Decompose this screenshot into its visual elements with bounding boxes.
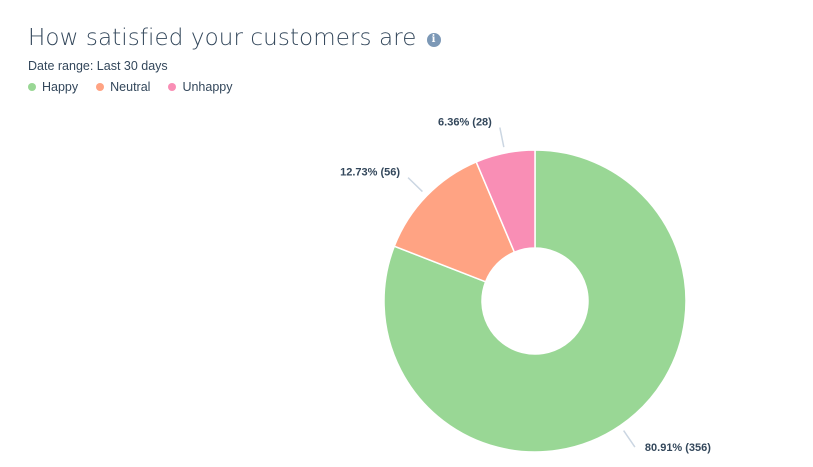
slice-happy[interactable]: [383, 149, 687, 453]
date-range-label: Date range: Last 30 days: [28, 59, 168, 73]
title-row: How satisfied your customers are i: [28, 22, 793, 54]
leader-line-unhappy: [499, 127, 505, 148]
slice-unhappy[interactable]: [475, 149, 536, 254]
legend-item-happy[interactable]: Happy: [28, 79, 78, 95]
data-label-unhappy: 6.36% (28): [438, 117, 492, 129]
legend-label-happy: Happy: [42, 80, 79, 94]
chart-header: How satisfied your customers are i Date …: [28, 22, 793, 95]
data-label-happy: 80.91% (356): [645, 442, 711, 454]
legend-item-neutral[interactable]: Neutral: [96, 79, 150, 95]
data-label-neutral: 12.73% (56): [340, 167, 400, 179]
legend-item-unhappy[interactable]: Unhappy: [168, 79, 232, 95]
info-icon[interactable]: i: [426, 33, 441, 47]
legend-dot-neutral: [96, 83, 105, 91]
slice-neutral[interactable]: [393, 160, 516, 283]
legend-dot-unhappy: [168, 83, 177, 91]
legend-dot-happy: [28, 83, 36, 91]
legend-label-neutral: Neutral: [110, 80, 151, 94]
leader-line-happy: [622, 430, 636, 448]
legend-label-unhappy: Unhappy: [182, 80, 233, 94]
leader-line-neutral: [407, 177, 423, 193]
chart-legend: Happy Neutral Unhappy: [28, 79, 793, 95]
page-title: How satisfied your customers are: [28, 25, 417, 51]
